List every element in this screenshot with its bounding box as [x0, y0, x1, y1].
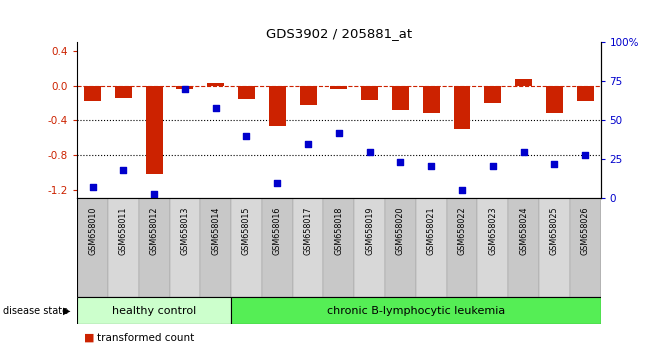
Point [426, 163, 437, 169]
Point [580, 152, 590, 158]
Point [457, 188, 468, 193]
Point [395, 160, 406, 165]
Bar [293, 198, 323, 297]
Bar [231, 198, 262, 297]
Text: GSM658014: GSM658014 [211, 206, 220, 255]
Point [487, 163, 498, 169]
Bar [146, 86, 162, 174]
Bar [546, 86, 563, 113]
Text: GSM658017: GSM658017 [303, 206, 313, 255]
Bar [416, 198, 447, 297]
Bar [262, 198, 293, 297]
Bar [299, 86, 317, 105]
Point [241, 133, 252, 139]
Bar [361, 86, 378, 101]
Text: transformed count: transformed count [97, 333, 195, 343]
Bar [539, 198, 570, 297]
Point [364, 149, 375, 154]
Bar [139, 198, 170, 297]
Bar [330, 86, 348, 89]
Text: GSM658015: GSM658015 [242, 206, 251, 255]
Text: GSM658011: GSM658011 [119, 206, 128, 255]
Point [518, 149, 529, 154]
Bar [201, 198, 231, 297]
Bar [77, 198, 108, 297]
Bar [447, 198, 477, 297]
Text: GSM658019: GSM658019 [365, 206, 374, 255]
Title: GDS3902 / 205881_at: GDS3902 / 205881_at [266, 27, 412, 40]
Bar [508, 198, 539, 297]
Point [210, 105, 221, 111]
Text: GSM658020: GSM658020 [396, 206, 405, 255]
Bar [108, 198, 139, 297]
Bar [323, 198, 354, 297]
Text: GSM658013: GSM658013 [180, 206, 189, 255]
Bar [84, 86, 101, 101]
Bar [238, 86, 255, 99]
Text: healthy control: healthy control [112, 306, 196, 316]
Bar [176, 86, 193, 89]
Text: GSM658012: GSM658012 [150, 206, 158, 255]
Bar [515, 79, 532, 86]
Text: disease state: disease state [3, 306, 68, 316]
Text: GSM658026: GSM658026 [580, 206, 590, 255]
Text: GSM658025: GSM658025 [550, 206, 559, 255]
Bar [392, 86, 409, 110]
Text: GSM658022: GSM658022 [458, 206, 466, 255]
Text: GSM658024: GSM658024 [519, 206, 528, 255]
Bar [77, 297, 231, 324]
Text: ■: ■ [84, 333, 95, 343]
Bar [115, 86, 132, 98]
Point [118, 167, 129, 173]
Bar [576, 86, 594, 101]
Point [333, 130, 344, 136]
Bar [269, 86, 286, 126]
Bar [385, 198, 416, 297]
Text: GSM658018: GSM658018 [334, 206, 344, 255]
Text: GSM658023: GSM658023 [488, 206, 497, 255]
Text: GSM658010: GSM658010 [88, 206, 97, 255]
Point [272, 180, 282, 185]
Text: GSM658016: GSM658016 [273, 206, 282, 255]
Bar [477, 198, 508, 297]
Bar [231, 297, 601, 324]
Point [549, 161, 560, 167]
Text: GSM658021: GSM658021 [427, 206, 435, 255]
Bar [454, 86, 470, 129]
Bar [423, 86, 440, 113]
Point [303, 141, 313, 147]
Point [87, 184, 98, 190]
Text: ▶: ▶ [63, 306, 70, 316]
Bar [207, 83, 224, 86]
Bar [354, 198, 385, 297]
Bar [570, 198, 601, 297]
Bar [484, 86, 501, 103]
Point [180, 86, 191, 92]
Text: chronic B-lymphocytic leukemia: chronic B-lymphocytic leukemia [327, 306, 505, 316]
Bar [170, 198, 201, 297]
Point [149, 191, 160, 196]
